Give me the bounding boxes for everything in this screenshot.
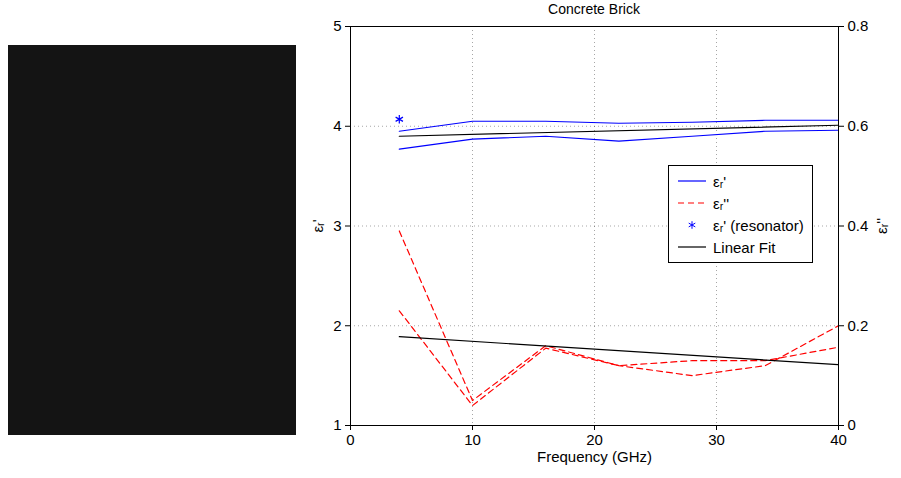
html-text:εᵣ' (resonator): εᵣ' (resonator)	[713, 216, 804, 234]
svg-text:Frequency (GHz): Frequency (GHz)	[537, 448, 652, 465]
svg-text:10: 10	[464, 431, 481, 448]
svg-text:0: 0	[346, 431, 354, 448]
html-text:Concrete Brick: Concrete Brick	[548, 1, 640, 17]
svg-text:εᵣ': εᵣ'	[309, 219, 326, 232]
svg-text:2: 2	[333, 317, 341, 334]
svg-text:1: 1	[333, 416, 341, 433]
svg-text:30: 30	[708, 431, 725, 448]
svg-text:0: 0	[848, 416, 856, 433]
svg-text:5: 5	[333, 18, 341, 34]
svg-text:20: 20	[586, 431, 603, 448]
svg-text:0.2: 0.2	[848, 317, 869, 334]
html-text:εᵣ'': εᵣ''	[713, 194, 729, 212]
svg-text:3: 3	[333, 217, 341, 234]
html-text:εᵣ': εᵣ'	[713, 172, 727, 190]
svg-text:0.8: 0.8	[848, 18, 869, 34]
svg-text:4: 4	[333, 117, 341, 134]
svg-text:0.6: 0.6	[848, 117, 869, 134]
svg-text:0.4: 0.4	[848, 217, 869, 234]
svg-text:εᵣ'': εᵣ''	[873, 218, 890, 234]
html-text:Linear Fit: Linear Fit	[713, 238, 776, 256]
svg-text:40: 40	[830, 431, 847, 448]
